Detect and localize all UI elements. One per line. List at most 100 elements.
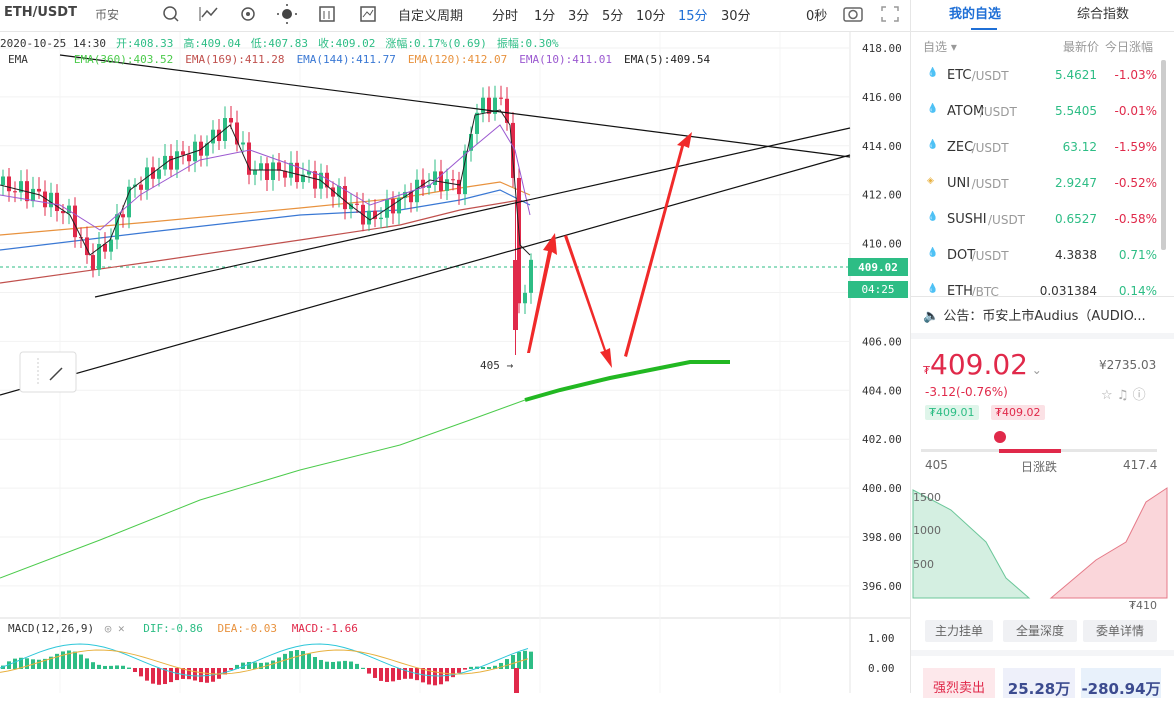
candle-body <box>7 176 11 192</box>
big-price: ₮409.02 ⌄ <box>923 348 1042 381</box>
depth-tick: 500 <box>913 558 934 571</box>
macd-bar <box>223 668 227 675</box>
candle-body <box>511 122 515 178</box>
tool-icons[interactable] <box>160 3 390 27</box>
candle-body <box>439 171 443 191</box>
macd-bar <box>67 650 71 669</box>
price-tick-label: 398.00 <box>862 531 902 544</box>
candle-body <box>91 255 95 270</box>
macd-tick-label: 1.00 <box>868 632 895 645</box>
interval[interactable]: 15分 <box>678 9 708 24</box>
watch-row[interactable]: 💧 ZEC/USDT 63.12 -1.59% <box>911 130 1161 166</box>
coin-quote: /USDT <box>971 141 1009 155</box>
timer-tag <box>848 281 908 298</box>
candle-body <box>259 163 263 170</box>
macd-bar <box>115 665 119 669</box>
icons[interactable]: ☆ ♫ ⓘ <box>1101 388 1146 403</box>
macd-bar <box>283 653 287 669</box>
price-tick-label: 414.00 <box>862 140 902 153</box>
watch-row[interactable]: 💧 DOT/USDT 4.3838 0.71% <box>911 238 1161 274</box>
macd-bar <box>514 668 519 693</box>
candle-body <box>145 167 149 190</box>
candle-body <box>157 169 161 179</box>
interval[interactable]: 3分 <box>568 9 590 24</box>
candle-body <box>487 97 491 114</box>
candle-body <box>127 186 131 218</box>
ema-5 <box>0 109 531 256</box>
interval[interactable]: 分时 <box>492 9 519 24</box>
candle-body <box>265 163 269 180</box>
candle-body <box>391 199 395 214</box>
candle-body <box>331 187 335 197</box>
candle-body <box>403 191 407 198</box>
tab[interactable]: 综合指数 <box>1077 7 1130 22</box>
interval[interactable]: 10分 <box>636 9 666 24</box>
coin-change: -0.01% <box>1114 104 1157 118</box>
chart: 418.00416.00414.00412.00410.00408.00406.… <box>0 32 910 693</box>
price-tick-label: 410.00 <box>862 238 902 251</box>
dif-line <box>0 643 529 677</box>
header-col[interactable]: 自选 ▾ <box>923 40 957 54</box>
interval[interactable]: 30分 <box>721 9 751 24</box>
macd-bar <box>7 661 11 669</box>
forecast-arrows <box>527 132 692 368</box>
candle-body <box>55 192 59 212</box>
candle-body <box>469 133 473 151</box>
candle-body <box>19 181 23 193</box>
macd-bar <box>181 668 185 679</box>
candle-body <box>415 179 419 203</box>
coin-change: -1.59% <box>1114 140 1157 154</box>
macd-bar <box>235 664 239 669</box>
tab[interactable]: 我的自选 <box>949 7 1002 22</box>
candle-body <box>109 239 113 252</box>
interval[interactable]: 自定义周期 <box>398 9 464 24</box>
macd-bar <box>91 662 95 669</box>
draw-toolbox[interactable] <box>19 351 77 393</box>
ema-label: EMA <box>8 53 28 66</box>
button[interactable]: 委单详情 <box>1083 620 1157 642</box>
macd-bar <box>343 660 347 669</box>
coin-icon: 💧 <box>927 284 939 294</box>
candle-body <box>457 179 461 195</box>
watch-row[interactable]: 💧 SUSHI/USDT 0.6527 -0.58% <box>911 202 1161 238</box>
watch-row[interactable]: ◈ UNI/USDT 2.9247 -0.52% <box>911 166 1161 202</box>
ema-item: EMA(169):411.28 <box>185 53 285 66</box>
candle-body <box>355 203 359 205</box>
watch-row[interactable]: 💧 ATOM/USDT 5.5405 -0.01% <box>911 94 1161 130</box>
symbol[interactable]: ETH/USDT <box>4 5 77 20</box>
coin-base: ETH <box>947 284 973 296</box>
watch-row[interactable]: 💧 ETC/USDT 5.4621 -1.03% <box>911 58 1161 94</box>
interval[interactable]: 1分 <box>534 9 556 24</box>
candle-body <box>505 98 509 123</box>
candle-body <box>379 217 383 220</box>
coin-change: 0.14% <box>1118 284 1157 296</box>
candle-body <box>523 292 527 304</box>
candle-body <box>283 170 287 178</box>
currency: ₮ <box>923 364 930 377</box>
candle-body <box>73 205 77 238</box>
toolbar: ETH/USDT 币安 自定义周期 分时 1分 3分 5分 10分 15分 30分 0秒 <box>0 0 910 32</box>
ema-item: EMA(120):412.07 <box>407 53 508 66</box>
watch-row[interactable]: 💧 ETH/BTC 0.031384 0.14% <box>911 274 1161 296</box>
button[interactable]: 主力挂单 <box>925 620 993 642</box>
macd-bar <box>259 662 263 669</box>
candle-body <box>475 112 479 134</box>
macd-dea: DEA:-0.03 <box>217 622 278 635</box>
annotation: 405 → <box>480 359 513 372</box>
info-item: 振幅:0.30% <box>496 37 559 50</box>
coin-icon: 💧 <box>927 140 939 150</box>
coin-icon: 💧 <box>927 104 939 114</box>
info-item: 收:409.02 <box>318 37 376 50</box>
macd-bar <box>313 657 317 669</box>
info-item: 低:407.83 <box>250 37 309 50</box>
tool-icons-2[interactable] <box>842 3 908 27</box>
candle-body <box>13 191 17 193</box>
coin-change: -0.58% <box>1114 212 1157 226</box>
macd-bar <box>499 662 503 669</box>
button[interactable]: 全量深度 <box>1003 620 1077 642</box>
coin-quote: /USDT <box>988 213 1026 227</box>
coin-base: DOT <box>947 248 976 263</box>
interval[interactable]: 5分 <box>602 9 624 24</box>
notice[interactable]: 🔈 公告：币安上市Audius（AUDIO... <box>923 309 1146 324</box>
candle-body <box>187 154 191 162</box>
